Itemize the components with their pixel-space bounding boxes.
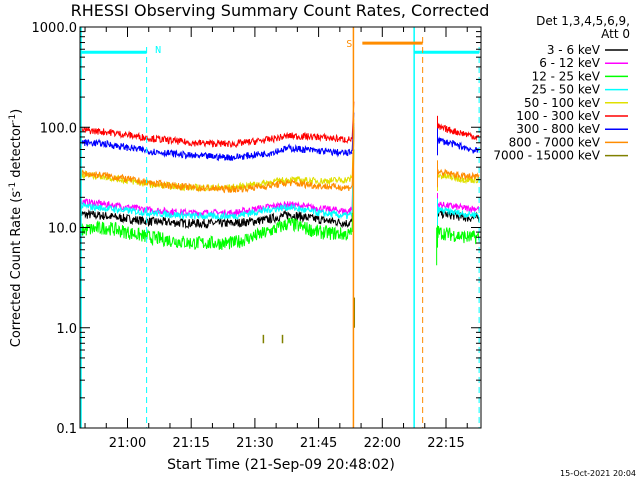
y-label-sup2: -1	[8, 114, 18, 123]
series-line-800-7000keV	[437, 168, 480, 181]
series-line-100-300keV	[437, 122, 480, 141]
series-line-25-50keV	[437, 206, 480, 220]
x-tick-label: 21:15	[172, 436, 209, 451]
series-line-25-50keV	[79, 201, 353, 221]
x-axis-label: Start Time (21-Sep-09 20:48:02)	[167, 457, 395, 473]
y-label-mid: detector	[9, 122, 24, 182]
x-tick-label: 21:30	[236, 436, 273, 451]
series-line-3-6keV	[79, 209, 353, 230]
series-line-6-12keV	[437, 201, 480, 214]
plot-area: NS	[79, 27, 480, 428]
legend-label: 3 - 6 keV	[547, 43, 601, 57]
chart-title: RHESSI Observing Summary Count Rates, Co…	[71, 1, 490, 20]
legend-label: 300 - 800 keV	[516, 122, 600, 136]
legend-label: 50 - 100 keV	[524, 96, 601, 110]
annotation-s: S	[346, 39, 352, 50]
x-tick-label: 21:00	[109, 436, 146, 451]
y-label-sup1: -1	[8, 182, 18, 191]
legend-header-line2: Att 0	[601, 27, 630, 41]
y-tick-label: 1000.0	[32, 21, 78, 36]
annotation-n: N	[155, 45, 161, 56]
x-axis: 21:00 21:15 21:30 21:45 22:00 22:15	[84, 27, 468, 451]
x-tick-label: 21:45	[300, 436, 337, 451]
x-tick-label: 22:00	[364, 436, 401, 451]
legend-label: 800 - 7000 keV	[509, 135, 601, 149]
timestamp: 15-Oct-2021 20:04	[560, 469, 636, 478]
legend-label: 25 - 50 keV	[532, 83, 601, 97]
legend-label: 100 - 300 keV	[516, 109, 600, 123]
y-tick-label: 100.0	[40, 121, 77, 136]
series-line-6-12keV	[79, 198, 353, 218]
series-line-50-100keV	[437, 173, 479, 185]
legend-header-line1: Det 1,3,4,5,6,9,	[536, 14, 630, 28]
series-line-12-25keV	[437, 226, 480, 245]
series-line-300-800keV	[79, 138, 353, 162]
series-line-300-800keV	[437, 136, 479, 154]
legend-label: 12 - 25 keV	[532, 69, 601, 83]
series-line-100-300keV	[79, 126, 353, 149]
y-axis-label: Corrected Count Rate (s-1 detector-1)	[8, 109, 24, 347]
y-tick-label: 0.1	[56, 422, 77, 437]
legend-label: 6 - 12 keV	[539, 56, 601, 70]
y-tick-label: 10.0	[48, 222, 77, 237]
x-tick-label: 22:15	[427, 436, 464, 451]
legend-label: 7000 - 15000 keV	[493, 149, 600, 163]
y-axis: 1000.0 100.0 10.0 1.0 0.1	[32, 21, 481, 437]
series-line-12-25keV	[79, 217, 352, 250]
y-label-end: )	[9, 109, 24, 114]
y-tick-label: 1.0	[56, 322, 77, 337]
y-label-main: Corrected Count Rate (s	[9, 191, 24, 348]
series-line-800-7000keV	[79, 169, 353, 194]
